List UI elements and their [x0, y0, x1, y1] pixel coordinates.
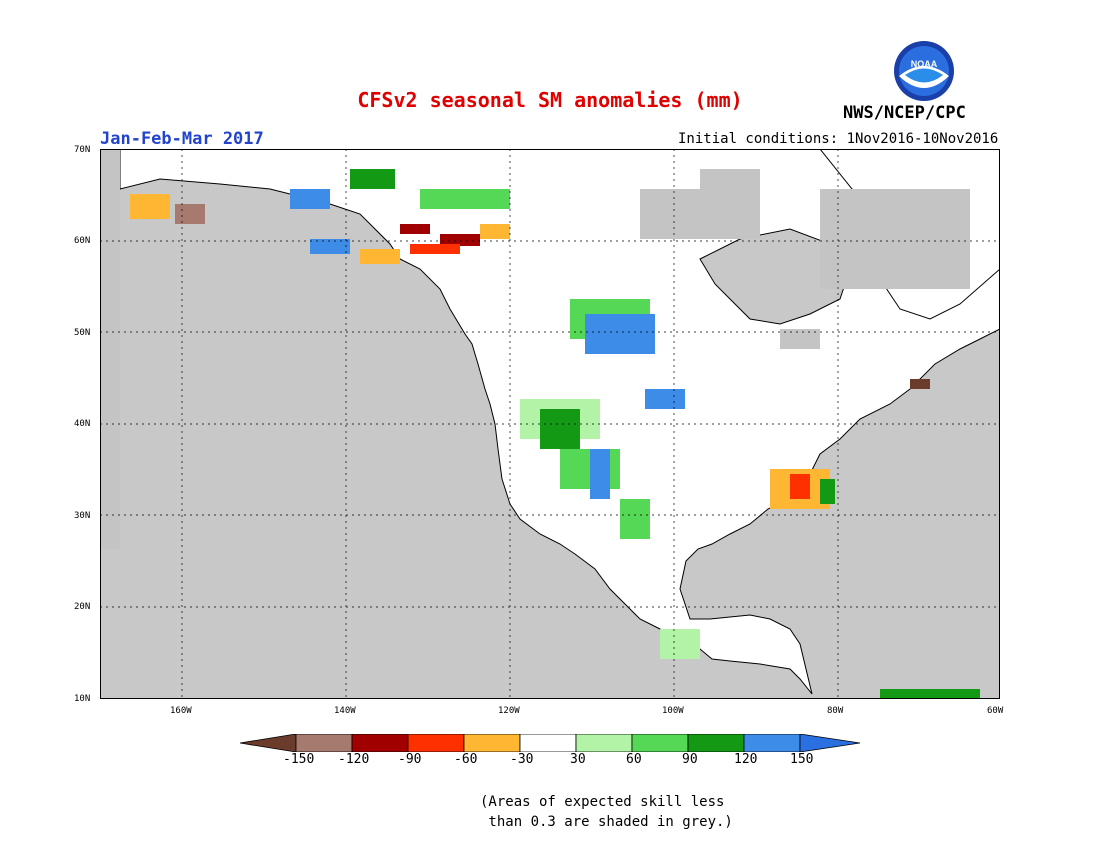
period-label: Jan-Feb-Mar 2017 — [100, 129, 264, 149]
colorbar-tick-label: -30 — [510, 752, 534, 767]
colorbar-tick-label: 30 — [570, 752, 586, 767]
colorbar-tick-label: 150 — [790, 752, 814, 767]
colorbar-bin — [295, 734, 353, 752]
lat-label-70n: 70N — [74, 145, 91, 155]
hudson-bay — [699, 228, 851, 325]
colorbar-bin — [575, 734, 633, 752]
colorbar-bin — [519, 734, 577, 752]
lon-label-60w: 60W — [987, 706, 1004, 716]
colorbar-arrow-left — [240, 734, 297, 752]
colorbar-tick-label: 90 — [682, 752, 698, 767]
lon-label-80w: 80W — [827, 706, 844, 716]
colorbar-bin — [687, 734, 745, 752]
lat-label-20n: 20N — [74, 602, 91, 612]
colorbar-bin — [631, 734, 689, 752]
lat-label-50n: 50N — [74, 328, 91, 338]
low-skill-shading — [100, 149, 970, 549]
colorbar-tick-label: -60 — [454, 752, 478, 767]
lat-label-10n: 10N — [74, 694, 91, 704]
colorbar-bin — [351, 734, 409, 752]
skill-note: (Areas of expected skill less than 0.3 a… — [480, 794, 733, 830]
colorbar-arrow-right — [799, 734, 860, 752]
colorbar — [240, 734, 860, 752]
noaa-logo: NOAA — [894, 41, 954, 101]
colorbar-bin — [463, 734, 521, 752]
lon-label-160w: 160W — [170, 706, 192, 716]
initial-conditions-label: Initial conditions: 1Nov2016-10Nov2016 — [678, 131, 999, 147]
lat-label-30n: 30N — [74, 511, 91, 521]
agency-label: NWS/NCEP/CPC — [843, 103, 966, 123]
map-title: CFSv2 seasonal SM anomalies (mm) — [357, 88, 743, 112]
lon-label-140w: 140W — [334, 706, 356, 716]
lon-label-100w: 100W — [662, 706, 684, 716]
graticule — [100, 149, 1000, 699]
colorbar-tick-label: -90 — [398, 752, 422, 767]
colorbar-tick-label: -150 — [283, 752, 315, 767]
colorbar-bin — [743, 734, 801, 752]
lat-label-40n: 40N — [74, 419, 91, 429]
colorbar-tick-label: 120 — [734, 752, 758, 767]
colorbar-tick-label: -120 — [338, 752, 370, 767]
svg-text:NOAA: NOAA — [911, 59, 938, 69]
colorbar-tick-label: 60 — [626, 752, 642, 767]
anomaly-map — [100, 149, 1000, 699]
anomaly-patches — [130, 169, 980, 699]
colorbar-bin — [407, 734, 465, 752]
lat-label-60n: 60N — [74, 236, 91, 246]
lon-label-120w: 120W — [498, 706, 520, 716]
